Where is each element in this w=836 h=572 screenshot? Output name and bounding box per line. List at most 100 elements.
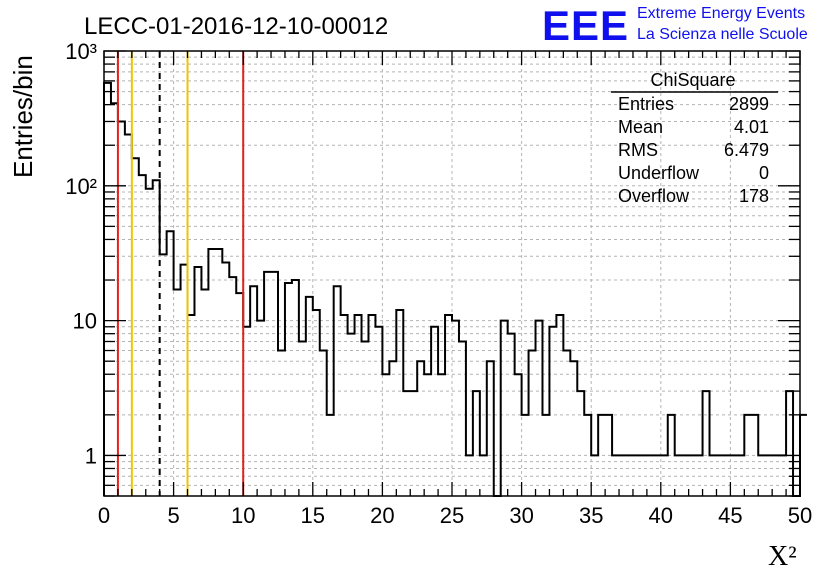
histogram-bin	[271, 272, 278, 496]
histogram-bin	[257, 321, 264, 496]
histogram-bin	[758, 455, 765, 496]
x-tick-labels: 0 5 10 15 20 25 30 35 40 45 50	[98, 503, 812, 528]
histogram-bin	[243, 327, 250, 496]
stats-label: RMS	[618, 140, 658, 160]
stats-label: Entries	[618, 94, 674, 114]
stats-label: Mean	[618, 117, 663, 137]
histogram-bin	[696, 455, 703, 496]
x-tick-label: 5	[167, 503, 179, 528]
y-tick-label: 10³	[65, 39, 97, 64]
eee-logo-line1: Extreme Energy Events	[637, 5, 805, 22]
histogram-bin	[396, 310, 403, 496]
histogram-bin	[682, 455, 689, 496]
histogram-bin	[563, 351, 570, 496]
run-title: LECC-01-2016-12-10-00012	[84, 13, 388, 40]
histogram-bin	[772, 455, 779, 496]
histogram-bin	[334, 286, 341, 496]
histogram-bin	[375, 327, 382, 496]
histogram-bin	[654, 455, 661, 496]
x-tick-label: 25	[440, 503, 464, 528]
histogram-bin	[146, 189, 153, 496]
histogram-bin	[341, 315, 348, 496]
histogram-bin	[181, 265, 188, 496]
histogram-bin	[556, 315, 563, 496]
histogram-bin	[264, 272, 271, 496]
histogram-bin	[549, 327, 556, 496]
x-tick-label: 30	[509, 503, 533, 528]
x-tick-label: 35	[579, 503, 603, 528]
histogram-bin	[153, 180, 160, 496]
histogram-bin	[751, 415, 758, 496]
x-tick-label: 50	[788, 503, 812, 528]
histogram-bin	[703, 391, 710, 496]
histogram-bin	[536, 321, 543, 496]
histogram-bin	[417, 361, 424, 496]
x-axis-title: X²	[768, 541, 797, 572]
reference-lines	[116, 51, 245, 496]
histogram-bin	[285, 283, 292, 496]
histogram-bin	[327, 415, 334, 496]
histogram-bin	[626, 455, 633, 496]
histogram-bin	[723, 455, 730, 496]
histogram-bin	[348, 334, 355, 496]
histogram-bin	[619, 455, 626, 496]
histogram-bin	[188, 315, 195, 496]
histogram-bin	[501, 321, 508, 496]
eee-logo: EEE Extreme Energy Events La Scienza nel…	[542, 2, 808, 49]
y-tick-label: 1	[85, 443, 97, 468]
histogram-bin	[362, 341, 369, 496]
histogram-bin	[605, 415, 612, 496]
histogram-bin	[730, 455, 737, 496]
x-tick-label: 20	[370, 503, 394, 528]
x-tick-label: 10	[231, 503, 255, 528]
histogram-bin	[765, 455, 772, 496]
histogram-bin	[689, 455, 696, 496]
histogram-bin	[160, 254, 167, 496]
histogram-bin	[487, 361, 494, 496]
histogram-bin	[675, 455, 682, 496]
stats-label: Overflow	[618, 186, 690, 206]
histogram-bin	[299, 341, 306, 496]
histogram-bin	[313, 310, 320, 496]
histogram-bin	[647, 455, 654, 496]
histogram-bin	[598, 415, 605, 496]
histogram-bin	[640, 455, 647, 496]
y-tick-label: 10	[73, 309, 97, 334]
histogram-bin	[591, 455, 598, 496]
histogram-bin	[424, 374, 431, 496]
histogram-bin	[132, 158, 139, 496]
histogram-bin	[167, 231, 174, 496]
y-tick-label: 10²	[65, 174, 97, 199]
stats-value: 0	[759, 163, 769, 183]
stats-value: 4.01	[734, 117, 769, 137]
histogram-bin	[779, 455, 786, 496]
stats-title: ChiSquare	[650, 70, 735, 90]
histogram-bin	[139, 175, 146, 496]
histogram-bin	[111, 103, 118, 496]
histogram-bin	[716, 455, 723, 496]
histogram-bin	[118, 121, 125, 496]
histogram-bin	[236, 293, 243, 496]
x-tick-label: 15	[301, 503, 325, 528]
histogram-bin	[786, 391, 793, 496]
eee-logo-line2: La Scienza nelle Scuole	[637, 26, 808, 43]
histogram-bin	[661, 455, 668, 496]
histogram-bin	[403, 391, 410, 496]
histogram-bin	[445, 315, 452, 496]
histogram-bin	[306, 297, 313, 496]
histogram-bin	[410, 391, 417, 496]
y-tick-labels: 1 10 10² 10³	[65, 39, 97, 468]
y-axis-title: Entries/bin	[8, 55, 38, 178]
histogram-bin	[577, 391, 584, 496]
histogram-bin	[515, 374, 522, 496]
stats-value: 2899	[729, 94, 769, 114]
histogram-bin	[201, 290, 208, 496]
histogram-bin	[368, 315, 375, 496]
histogram-bin	[174, 290, 181, 496]
x-tick-label: 0	[98, 503, 110, 528]
histogram-bin	[208, 249, 215, 496]
histogram-bin	[744, 415, 751, 496]
stats-value: 178	[739, 186, 769, 206]
histogram-bin	[194, 267, 201, 496]
histogram-bin	[452, 321, 459, 496]
